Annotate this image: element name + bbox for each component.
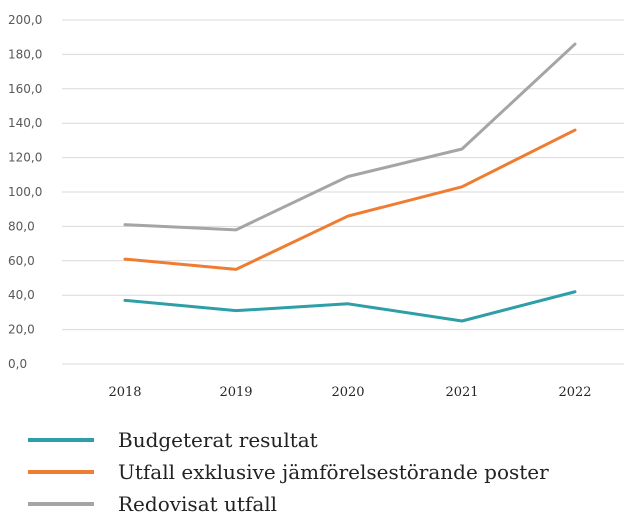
legend-swatch bbox=[28, 438, 94, 442]
y-tick-label: 180,0 bbox=[8, 47, 42, 61]
legend: Budgeterat resultat Utfall exklusive jäm… bbox=[28, 424, 549, 520]
y-tick-label: 200,0 bbox=[8, 13, 42, 27]
y-tick-label: 0,0 bbox=[8, 357, 27, 371]
legend-label: Budgeterat resultat bbox=[118, 428, 318, 452]
x-tick-label: 2018 bbox=[108, 385, 141, 400]
y-tick-label: 140,0 bbox=[8, 116, 42, 130]
x-tick-label: 2021 bbox=[445, 385, 478, 400]
series-lines bbox=[123, 42, 577, 323]
y-axis-ticks: 0,0 20,0 40,0 60,0 80,0 100,0 120,0 140,0 160,0 1… bbox=[8, 13, 42, 371]
y-tick-label: 160,0 bbox=[8, 82, 42, 96]
y-tick-label: 40,0 bbox=[8, 288, 35, 302]
x-tick-label: 2022 bbox=[558, 385, 591, 400]
y-tick-label: 20,0 bbox=[8, 323, 35, 337]
x-axis-ticks: 2018 2019 2020 2021 2022 bbox=[108, 385, 591, 400]
x-tick-label: 2020 bbox=[331, 385, 364, 400]
line-chart: 0,0 20,0 40,0 60,0 80,0 100,0 120,0 140,0 160,0 1… bbox=[8, 13, 624, 400]
legend-label: Redovisat utfall bbox=[118, 492, 278, 516]
legend-item-utfall-exklusive: Utfall exklusive jämförelsestörande post… bbox=[28, 456, 549, 488]
legend-item-redovisat: Redovisat utfall bbox=[28, 488, 549, 520]
y-tick-label: 80,0 bbox=[8, 219, 35, 233]
series-line-2 bbox=[123, 42, 577, 232]
legend-swatch bbox=[28, 470, 94, 474]
legend-item-budgeterat: Budgeterat resultat bbox=[28, 424, 549, 456]
y-tick-label: 60,0 bbox=[8, 254, 35, 268]
gridlines bbox=[62, 19, 624, 365]
legend-swatch bbox=[28, 502, 94, 506]
x-tick-label: 2019 bbox=[219, 385, 252, 400]
series-line-1 bbox=[123, 128, 577, 271]
legend-label: Utfall exklusive jämförelsestörande post… bbox=[118, 460, 549, 484]
y-tick-label: 120,0 bbox=[8, 151, 42, 165]
y-tick-label: 100,0 bbox=[8, 185, 42, 199]
series-line-0 bbox=[123, 290, 577, 323]
